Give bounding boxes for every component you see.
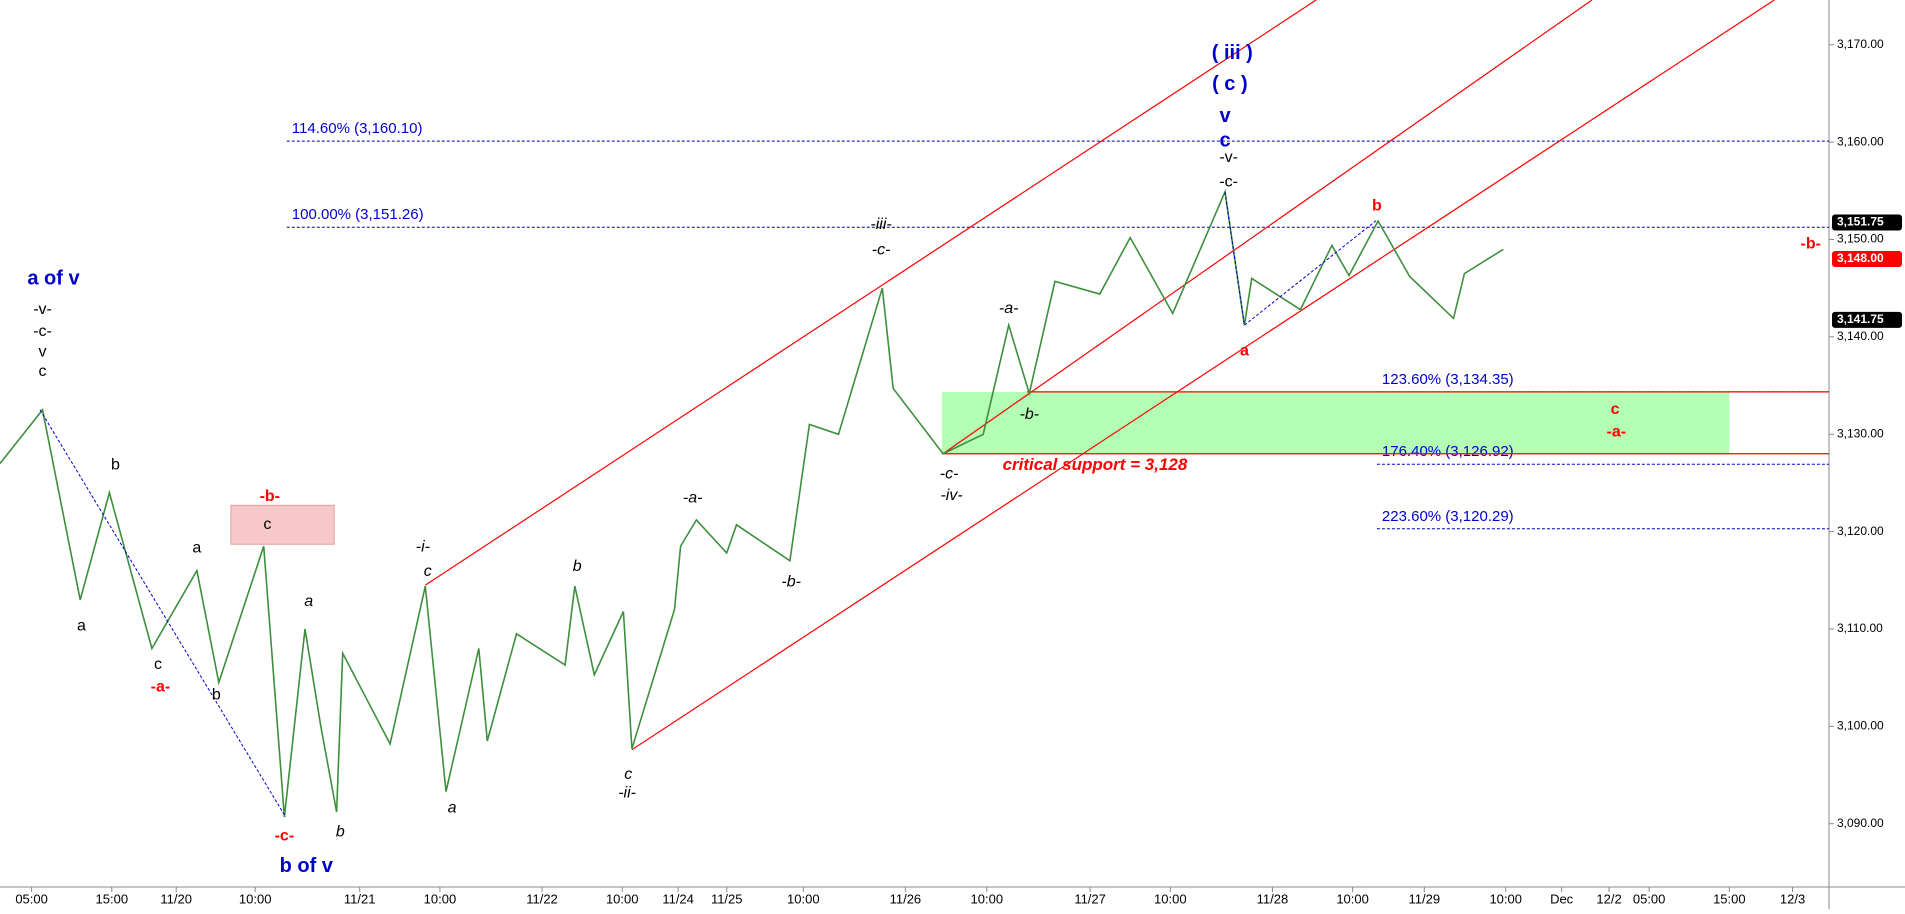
wave-label: b of v — [280, 855, 334, 877]
fib-label: 223.60% (3,120.29) — [1382, 508, 1514, 525]
x-tick-label: 15:00 — [1713, 891, 1746, 906]
y-tick-label: 3,140.00 — [1837, 329, 1884, 343]
x-tick-label: 11/27 — [1074, 891, 1106, 906]
y-tick-label: 3,170.00 — [1837, 37, 1884, 51]
fib-label: 123.60% (3,134.35) — [1382, 371, 1514, 388]
x-tick-label: 10:00 — [971, 891, 1004, 906]
wave-label: b — [111, 457, 120, 474]
wave-label: ( c ) — [1212, 73, 1248, 95]
x-tick-label: 11/26 — [890, 891, 922, 906]
price-tag — [1832, 250, 1902, 267]
y-tick-label: 3,120.00 — [1837, 524, 1884, 538]
wave-label: -a- — [999, 300, 1019, 317]
zone — [230, 504, 335, 545]
x-tick-label: 10:00 — [1336, 891, 1369, 906]
wave-label: -c- — [33, 323, 52, 340]
wave-label: b — [336, 824, 345, 841]
price-tag-label: 3,141.75 — [1837, 312, 1884, 326]
wave-label: b — [212, 686, 221, 703]
x-tick-label: 05:00 — [1633, 891, 1666, 906]
note: critical support = 3,128 — [1003, 455, 1188, 474]
channel-line — [942, 0, 1593, 455]
y-tick-label: 3,100.00 — [1837, 719, 1884, 733]
y-tick-label: 3,090.00 — [1837, 816, 1884, 830]
price-tag — [1832, 311, 1902, 328]
x-tick-label: 10:00 — [787, 891, 820, 906]
wave-label: -b- — [1801, 236, 1821, 253]
wave-label: -b- — [1020, 406, 1040, 423]
wave-label: c — [39, 363, 47, 380]
wave-label: -ii- — [618, 785, 636, 802]
wave-line — [39, 409, 287, 818]
fib-label: 114.60% (3,160.10) — [292, 120, 423, 137]
wave-label: a — [77, 617, 86, 634]
wave-label: c — [1219, 129, 1230, 151]
x-tick-label: 12/2 — [1596, 891, 1621, 906]
wave-label: c — [624, 766, 632, 783]
price-line — [0, 188, 1504, 817]
y-tick-label: 3,150.00 — [1837, 232, 1884, 246]
wave-line — [1224, 191, 1378, 327]
x-tick-label: 10:00 — [1154, 891, 1187, 906]
x-tick-label: 11/29 — [1409, 891, 1441, 906]
price-tag — [1832, 214, 1902, 231]
wave-label: a — [448, 799, 457, 816]
wave-label: -a- — [683, 490, 703, 507]
zone — [941, 391, 1730, 454]
wave-label: v — [39, 344, 47, 361]
wave-label: -c- — [1219, 173, 1238, 190]
wave-label: b — [573, 558, 582, 575]
y-tick-label: 3,110.00 — [1837, 621, 1883, 635]
wave-label: -i- — [416, 538, 430, 555]
wave-label: -b- — [781, 573, 801, 590]
fib-label: 100.00% (3,151.26) — [292, 206, 424, 223]
wave-label: -c- — [940, 465, 959, 482]
wave-label: -iii- — [870, 216, 891, 233]
channel-line — [631, 0, 1775, 751]
wave-label: a — [1240, 343, 1249, 360]
wave-label: -iv- — [940, 487, 962, 504]
fib-label: 176.40% (3,126.92) — [1382, 443, 1514, 460]
wave-label: -v- — [33, 301, 52, 318]
x-tick-label: Dec — [1550, 891, 1574, 906]
wave-label: c — [154, 656, 162, 673]
x-tick-label: 05:00 — [15, 891, 48, 906]
x-tick-label: 10:00 — [424, 891, 457, 906]
wave-label: -v- — [1219, 149, 1238, 166]
price-tag-label: 3,151.75 — [1837, 215, 1884, 229]
x-tick-label: 11/20 — [160, 891, 192, 906]
wave-label: c — [424, 563, 432, 580]
wave-label: -b- — [260, 488, 280, 505]
wave-label: a of v — [27, 268, 80, 290]
x-tick-label: 10:00 — [1489, 891, 1522, 906]
x-tick-label: 11/22 — [526, 891, 558, 906]
x-tick-label: 11/24 — [662, 891, 694, 906]
wave-label: -a- — [151, 679, 171, 696]
wave-label: ( iii ) — [1212, 42, 1253, 64]
x-tick-label: 10:00 — [606, 891, 639, 906]
price-tag-label: 3,148.00 — [1837, 251, 1884, 265]
wave-label: -c- — [872, 241, 891, 258]
x-tick-label: 11/21 — [344, 891, 376, 906]
x-tick-label: 15:00 — [96, 891, 129, 906]
wave-label: -a- — [1607, 424, 1627, 441]
wave-label: v — [1219, 105, 1231, 127]
wave-label: -c- — [275, 828, 295, 845]
wave-label: b — [1372, 198, 1382, 215]
y-tick-label: 3,130.00 — [1837, 426, 1884, 440]
x-tick-label: 11/25 — [711, 891, 743, 906]
x-tick-label: 12/3 — [1780, 891, 1805, 906]
x-tick-label: 10:00 — [239, 891, 272, 906]
x-tick-label: 11/28 — [1257, 891, 1289, 906]
y-tick-label: 3,160.00 — [1837, 134, 1884, 148]
wave-label: a — [192, 539, 201, 556]
channel-line — [425, 0, 1317, 586]
wave-label: c — [263, 516, 271, 533]
wave-label: a — [304, 593, 313, 610]
wave-label: c — [1611, 401, 1620, 418]
